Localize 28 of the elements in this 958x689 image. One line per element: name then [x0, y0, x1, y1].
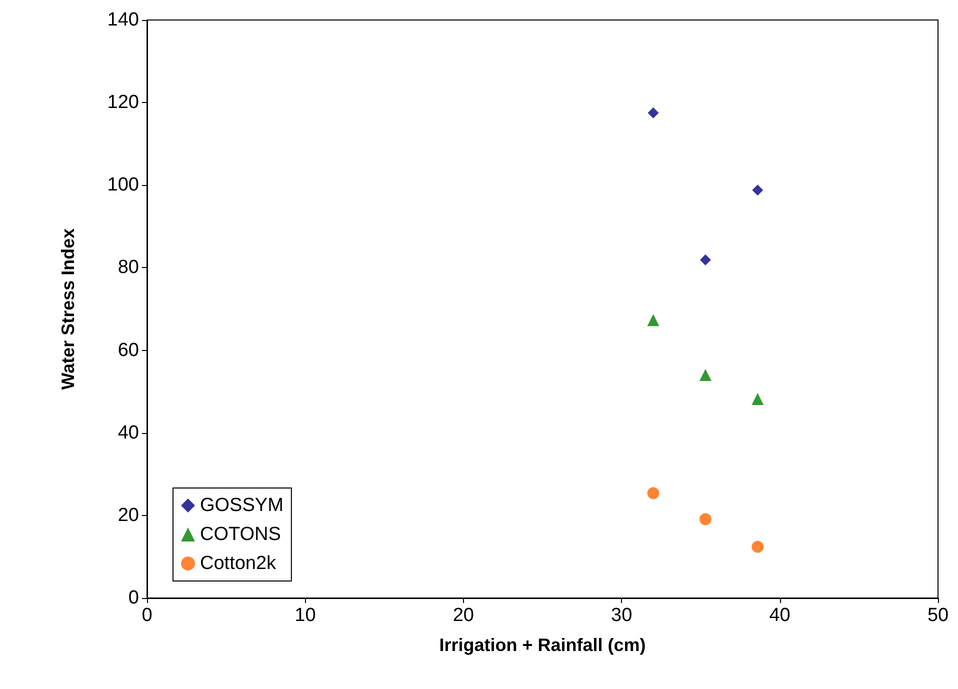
y-axis-title: Water Stress Index	[58, 228, 78, 390]
legend-label: COTONS	[200, 524, 281, 545]
point	[699, 513, 712, 526]
x-tick-label: 20	[452, 605, 474, 626]
legend-label: Cotton2k	[200, 553, 277, 574]
y-tick-label: 120	[107, 92, 139, 114]
y-tick-label: 60	[118, 340, 139, 361]
x-tick-label: 0	[142, 605, 152, 626]
y-tick-label: 100	[107, 174, 139, 196]
legend-label: GOSSYM	[200, 495, 284, 516]
y-tick-label: 80	[118, 257, 139, 278]
point	[699, 369, 712, 382]
x-tick-label: 40	[769, 605, 790, 626]
point	[647, 487, 660, 500]
point	[647, 314, 660, 326]
point	[752, 184, 764, 196]
x-tick-label: 30	[611, 605, 632, 626]
point	[752, 393, 764, 406]
point	[648, 107, 659, 118]
x-tick-label: 10	[294, 605, 316, 626]
y-tick-label: 140	[107, 10, 139, 30]
point	[752, 540, 764, 553]
point	[700, 254, 711, 266]
x-axis-title: Irrigation + Rainfall (cm)	[439, 635, 646, 655]
y-tick-label: 20	[118, 504, 139, 526]
x-tick-label: 50	[927, 605, 949, 626]
y-tick-label: 0	[128, 588, 139, 608]
y-tick-label: 40	[118, 422, 139, 444]
